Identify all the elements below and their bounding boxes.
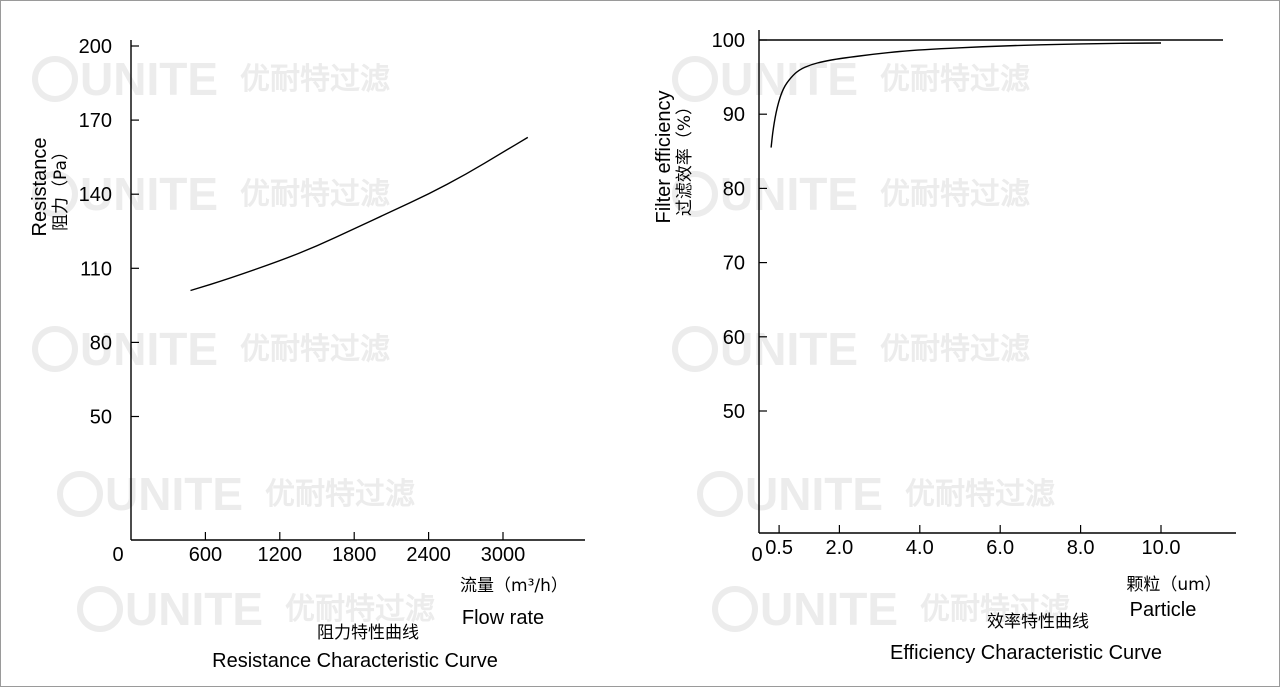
- efficiency-x-tick-label: 2.0: [825, 537, 853, 559]
- efficiency-xlabel-cn: 颗粒（um）: [1126, 575, 1221, 595]
- resistance-ylabel: Resistance: [29, 138, 51, 237]
- watermark-cn: 优耐特过滤: [880, 177, 1030, 212]
- efficiency-y-tick-label: 90: [723, 104, 745, 126]
- watermark-cn: 优耐特过滤: [880, 62, 1030, 97]
- resistance-title-cn: 阻力特性曲线: [317, 623, 419, 643]
- efficiency-origin-label: 0: [751, 544, 762, 566]
- watermark-brand: UNITE: [105, 468, 243, 520]
- watermark-logo: UNITE 优耐特过滤: [32, 53, 390, 105]
- resistance-x-tick-label: 1200: [258, 544, 303, 566]
- watermark-logo: UNITE 优耐特过滤: [77, 583, 435, 635]
- resistance-xlabel-cn: 流量（m³/h）: [460, 576, 568, 596]
- resistance-y-tick-label: 140: [79, 184, 112, 206]
- watermark-logo: UNITE 优耐特过滤: [697, 468, 1055, 520]
- watermark-brand: UNITE: [80, 168, 218, 220]
- efficiency-ylabel-cn: 过滤效率（%）: [675, 98, 695, 216]
- efficiency-x-tick-label: 0.5: [765, 537, 793, 559]
- watermark-cn: 优耐特过滤: [920, 592, 1070, 627]
- resistance-x-tick-label: 3000: [481, 544, 526, 566]
- resistance-x-tick-label: 600: [189, 544, 222, 566]
- efficiency-x-tick-label: 4.0: [906, 537, 934, 559]
- watermark-brand: UNITE: [720, 168, 858, 220]
- efficiency-xlabel: Particle: [1130, 599, 1197, 621]
- resistance-ylabel-cn: 阻力（Pa）: [51, 143, 71, 231]
- resistance-x-tick-label: 2400: [406, 544, 451, 566]
- resistance-title: Resistance Characteristic Curve: [212, 650, 498, 672]
- efficiency-y-tick-label: 50: [723, 401, 745, 423]
- resistance-y-tick-label: 200: [79, 36, 112, 58]
- resistance-chart: 0 Resistance 阻力（Pa） 流量（m³/h） Flow rate 阻…: [29, 36, 585, 672]
- watermark-cn: 优耐特过滤: [905, 477, 1055, 512]
- watermark-layer: UNITE 优耐特过滤 UNITE 优耐特过滤 UNITE 优耐特过滤 UNITE 优耐特过滤…: [32, 53, 1070, 635]
- watermark-brand: UNITE: [80, 323, 218, 375]
- watermark-brand: UNITE: [745, 468, 883, 520]
- watermark-brand: UNITE: [125, 583, 263, 635]
- watermark-logo: UNITE 优耐特过滤: [672, 168, 1030, 220]
- efficiency-ylabel: Filter efficiency: [653, 90, 675, 223]
- watermark-brand: UNITE: [80, 53, 218, 105]
- resistance-y-tick-label: 170: [79, 110, 112, 132]
- efficiency-x-tick-label: 10.0: [1142, 537, 1181, 559]
- efficiency-y-tick-label: 80: [723, 178, 745, 200]
- watermark-logo: UNITE 优耐特过滤: [672, 323, 1030, 375]
- efficiency-title: Efficiency Characteristic Curve: [890, 642, 1162, 664]
- resistance-origin-label: 0: [112, 544, 123, 566]
- watermark-brand: UNITE: [760, 583, 898, 635]
- efficiency-chart: 0 Filter efficiency 过滤效率（%） 颗粒（um） Parti…: [653, 30, 1236, 664]
- efficiency-x-tick-label: 6.0: [986, 537, 1014, 559]
- resistance-xlabel: Flow rate: [462, 607, 544, 629]
- watermark-logo: UNITE 优耐特过滤: [712, 583, 1070, 635]
- watermark-cn: 优耐特过滤: [285, 592, 435, 627]
- efficiency-y-tick-label: 60: [723, 327, 745, 349]
- watermark-cn: 优耐特过滤: [265, 477, 415, 512]
- resistance-y-tick-label: 50: [90, 407, 112, 429]
- watermark-brand: UNITE: [720, 53, 858, 105]
- watermark-logo: UNITE 优耐特过滤: [672, 53, 1030, 105]
- watermark-logo: UNITE 优耐特过滤: [32, 168, 390, 220]
- efficiency-x-tick-label: 8.0: [1067, 537, 1095, 559]
- resistance-y-tick-label: 110: [80, 258, 112, 280]
- watermark-cn: 优耐特过滤: [880, 332, 1030, 367]
- watermark-cn: 优耐特过滤: [240, 332, 390, 367]
- resistance-x-tick-label: 1800: [332, 544, 377, 566]
- efficiency-title-cn: 效率特性曲线: [987, 612, 1089, 632]
- efficiency-curve: [770, 42, 1162, 148]
- resistance-y-tick-label: 80: [90, 332, 112, 354]
- watermark-brand: UNITE: [720, 323, 858, 375]
- efficiency-y-tick-label: 70: [723, 253, 745, 275]
- efficiency-y-tick-label: 100: [712, 30, 745, 52]
- watermark-logo: UNITE 优耐特过滤: [57, 468, 415, 520]
- watermark-logo: UNITE 优耐特过滤: [32, 323, 390, 375]
- watermark-cn: 优耐特过滤: [240, 62, 390, 97]
- resistance-curve: [190, 136, 529, 292]
- watermark-cn: 优耐特过滤: [240, 177, 390, 212]
